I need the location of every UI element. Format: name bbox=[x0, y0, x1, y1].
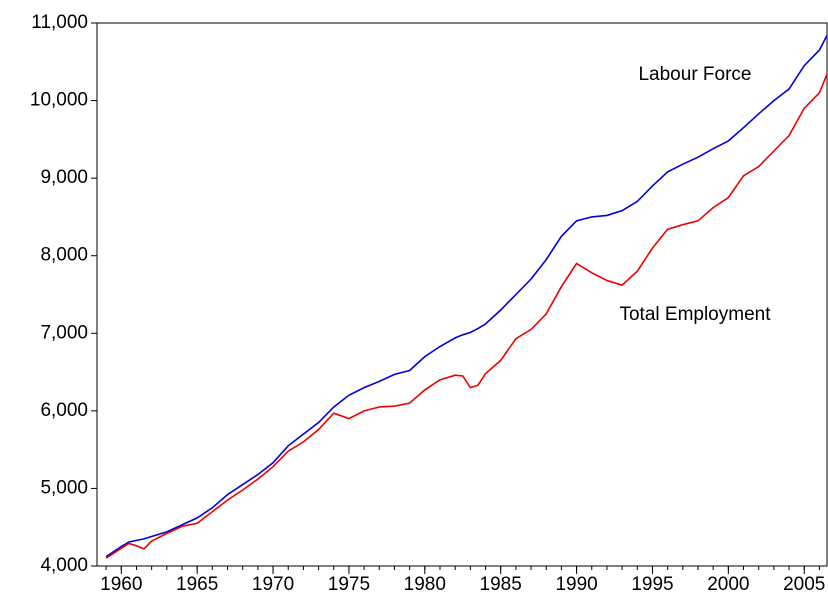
x-tick-label: 1980 bbox=[404, 574, 446, 595]
plot-frame bbox=[96, 22, 828, 567]
y-tick-label: 5,000 bbox=[40, 477, 88, 498]
y-tick-label: 6,000 bbox=[40, 400, 88, 421]
series-label: Total Employment bbox=[619, 304, 771, 325]
series-label: Labour Force bbox=[638, 64, 751, 85]
y-tick-label: 7,000 bbox=[40, 322, 88, 343]
x-tick-label: 1965 bbox=[176, 574, 218, 595]
y-tick-label: 9,000 bbox=[40, 167, 88, 188]
x-tick-label: 1960 bbox=[100, 574, 142, 595]
y-tick-label: 4,000 bbox=[40, 555, 88, 576]
series-line bbox=[105, 73, 828, 559]
series-line bbox=[105, 35, 828, 558]
x-tick-label: 2000 bbox=[707, 574, 749, 595]
y-tick-label: 8,000 bbox=[40, 245, 88, 266]
x-tick-label: 1995 bbox=[631, 574, 673, 595]
x-tick-label: 1975 bbox=[328, 574, 370, 595]
x-tick-label: 1990 bbox=[555, 574, 597, 595]
y-tick-label: 10,000 bbox=[30, 90, 88, 111]
x-tick-label: 2005 bbox=[783, 574, 825, 595]
x-tick-label: 1985 bbox=[480, 574, 522, 595]
y-tick-label: 11,000 bbox=[31, 12, 88, 33]
x-tick-label: 1970 bbox=[252, 574, 294, 595]
